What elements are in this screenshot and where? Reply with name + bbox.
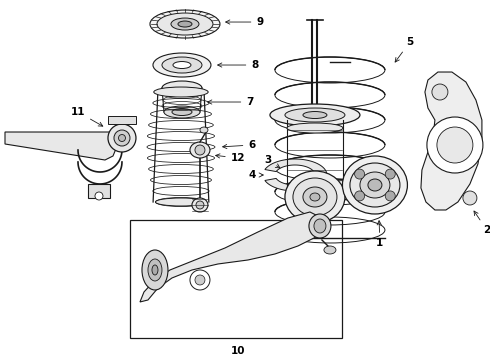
Ellipse shape [293, 178, 337, 216]
Circle shape [385, 169, 395, 179]
Ellipse shape [164, 106, 200, 118]
Ellipse shape [200, 127, 208, 133]
Circle shape [432, 84, 448, 100]
Bar [88, 184, 110, 198]
Circle shape [196, 201, 204, 209]
Polygon shape [140, 212, 325, 302]
Circle shape [385, 191, 395, 201]
Ellipse shape [360, 172, 390, 198]
Circle shape [195, 145, 205, 155]
Ellipse shape [343, 156, 407, 214]
Circle shape [95, 192, 103, 200]
Ellipse shape [148, 259, 162, 281]
Text: 7: 7 [208, 97, 254, 107]
Ellipse shape [152, 265, 158, 275]
Text: 8: 8 [218, 60, 259, 70]
Ellipse shape [309, 214, 331, 238]
Ellipse shape [303, 187, 327, 207]
Ellipse shape [171, 18, 199, 30]
Ellipse shape [162, 57, 202, 73]
Ellipse shape [285, 171, 345, 223]
Text: 11: 11 [71, 107, 103, 126]
Text: 3: 3 [264, 155, 280, 168]
Ellipse shape [142, 250, 168, 290]
Bar [130, 220, 342, 338]
Ellipse shape [173, 62, 191, 68]
Circle shape [427, 117, 483, 173]
Circle shape [190, 270, 210, 290]
Text: 2: 2 [474, 211, 490, 235]
Circle shape [355, 191, 365, 201]
Ellipse shape [108, 124, 136, 152]
Ellipse shape [178, 21, 192, 27]
Polygon shape [5, 132, 122, 160]
Circle shape [314, 180, 324, 190]
Circle shape [463, 191, 477, 205]
Ellipse shape [153, 53, 211, 77]
Text: 4: 4 [248, 170, 263, 180]
Ellipse shape [114, 130, 130, 146]
Ellipse shape [287, 123, 343, 133]
Ellipse shape [324, 246, 336, 254]
Ellipse shape [172, 108, 192, 116]
Ellipse shape [155, 198, 206, 206]
Text: 12: 12 [216, 153, 245, 163]
Ellipse shape [285, 108, 345, 122]
Ellipse shape [190, 142, 210, 158]
Ellipse shape [150, 10, 220, 38]
Ellipse shape [154, 87, 208, 97]
Polygon shape [421, 72, 482, 210]
Ellipse shape [310, 193, 320, 201]
Ellipse shape [270, 104, 360, 126]
Text: 10: 10 [231, 346, 245, 356]
Ellipse shape [350, 163, 400, 207]
Ellipse shape [157, 13, 213, 35]
Ellipse shape [314, 219, 326, 233]
Text: 9: 9 [226, 17, 264, 27]
Bar [108, 116, 136, 124]
Polygon shape [265, 159, 327, 191]
Text: 5: 5 [395, 37, 414, 62]
Circle shape [355, 169, 365, 179]
Ellipse shape [368, 179, 382, 191]
Circle shape [195, 275, 205, 285]
Ellipse shape [119, 135, 125, 141]
Circle shape [437, 127, 473, 163]
Text: 1: 1 [376, 221, 384, 248]
Text: 6: 6 [222, 140, 256, 150]
Ellipse shape [192, 198, 208, 212]
Ellipse shape [162, 81, 202, 95]
Ellipse shape [303, 112, 327, 118]
